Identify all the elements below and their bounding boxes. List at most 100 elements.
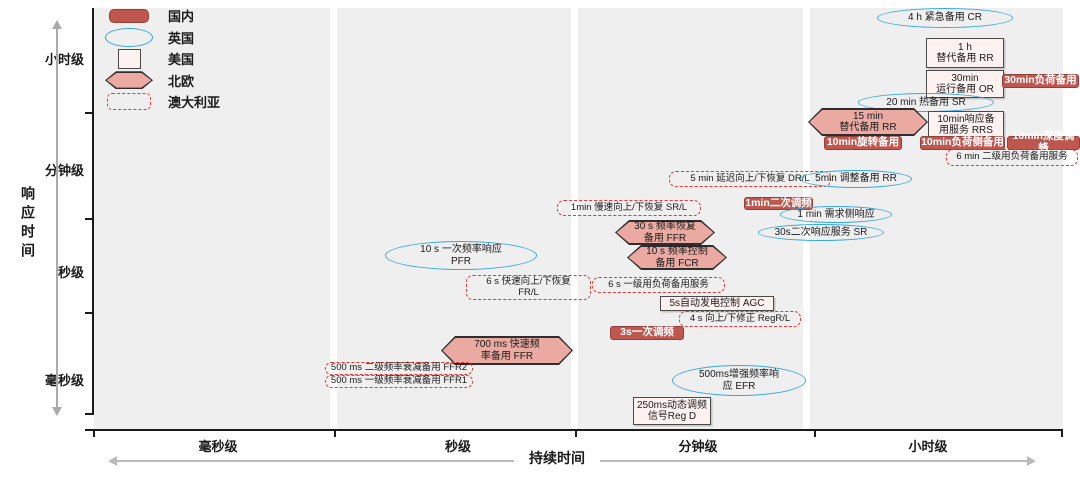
chart-item-label: 700 ms 快速频 率备用 FFR — [474, 339, 540, 362]
legend-label: 美国 — [168, 52, 195, 68]
chart-item-cn: 10min负荷侧备用 — [920, 136, 1005, 150]
chart-item-us: 5s自动发电控制 AGC — [660, 296, 774, 311]
legend-item-australia: 澳大利亚 — [100, 91, 220, 113]
chart-item-label: 1 min 需求侧响应 — [797, 208, 875, 220]
y-category-minutes: 分钟级 — [44, 163, 84, 178]
legend: 国内 英国 美国 北欧 澳大利亚 — [100, 5, 220, 113]
x-category-minutes: 分钟级 — [678, 439, 718, 454]
y-axis-tick — [85, 112, 92, 114]
x-axis-tick — [334, 431, 336, 437]
chart-item-label: 30min负荷备用 — [1004, 74, 1077, 87]
chart-item-au: 6 s 一级用负荷备用服务 — [592, 277, 725, 293]
x-axis-tick — [814, 431, 816, 437]
chart-item-label: 4 h 紧急备用 CR — [908, 12, 982, 24]
chart-item-cn: 10min旋转备用 — [824, 136, 902, 150]
chart-item-au: 1min 慢速向上/下恢复 SR/L — [557, 200, 701, 216]
y-category-hours: 小时级 — [44, 52, 84, 67]
chart-item-nordic: 15 min 替代备用 RR — [808, 108, 928, 136]
x-axis-line — [85, 429, 1063, 431]
y-category-milliseconds: 毫秒级 — [44, 373, 84, 388]
chart-item-label: 1min 慢速向上/下恢复 SR/L — [570, 201, 688, 213]
chart-item-label: 500ms增强频率响 应 EFR — [698, 369, 779, 392]
australia-marker-icon — [100, 93, 158, 111]
chart-item-label: 500 ms 二级频率衰减备用 FFR2 — [330, 362, 468, 374]
legend-item-nordic: 北欧 — [100, 70, 220, 92]
chart-item-uk: 1 min 需求侧响应 — [780, 206, 892, 223]
legend-label: 国内 — [168, 9, 195, 25]
chart-item-label: 500 ms 一级频率衰减备用 FFR1 — [330, 375, 468, 387]
chart-item-label: 10 s 频率控制 备用 FCR — [646, 246, 708, 269]
chart-item-uk: 500ms增强频率响 应 EFR — [672, 365, 806, 396]
legend-label: 英国 — [168, 30, 195, 46]
chart-item-label: 30s二次响应服务 SR — [774, 226, 868, 238]
chart-item-us: 10min响应备 用服务 RRS — [928, 111, 1004, 139]
legend-item-us: 美国 — [100, 48, 220, 70]
chart-item-label: 3s一次调频 — [620, 326, 674, 339]
chart-item-label: 10min深度调峰 — [1012, 130, 1075, 154]
chart-item-us: 250ms动态调频 信号Reg D — [633, 397, 711, 425]
chart-item-label: 20 min 热备用 SR — [886, 96, 966, 108]
x-category-seconds: 秒级 — [444, 439, 471, 454]
y-category-seconds: 秒级 — [57, 265, 84, 280]
x-axis-tick — [575, 431, 577, 437]
chart-item-label: 5 min 延迟向上/下恢复 DR/L — [690, 172, 810, 184]
chart-item-label: 30min 运行备用 OR — [936, 72, 994, 95]
chart-item-label: 6 s 一级用负荷备用服务 — [608, 278, 709, 290]
chart-item-uk: 30s二次响应服务 SR — [758, 224, 884, 241]
chart-item-cn: 10min深度调峰 — [1007, 130, 1080, 154]
chart-item-label: 10min响应备 用服务 RRS — [937, 113, 995, 136]
column-divider — [571, 8, 578, 429]
chart-item-label: 5min 调整备用 RR — [815, 173, 897, 185]
chart-item-au: 6 s 快速向上/下恢复 FR/L — [466, 275, 591, 300]
us-marker-icon — [100, 48, 158, 69]
chart-item-uk: 10 s 一次频率响应 PFR — [385, 241, 537, 270]
chart-item-label: 1 h 替代备用 RR — [936, 41, 994, 64]
y-axis-tick — [85, 413, 92, 415]
chart-item-cn: 30min负荷备用 — [1002, 74, 1079, 88]
nordic-marker-icon — [100, 71, 158, 89]
chart-item-label: 250ms动态调频 信号Reg D — [636, 399, 707, 422]
x-axis-tick — [1061, 431, 1063, 437]
chart-item-au: 500 ms 一级频率衰减备用 FFR1 — [325, 375, 473, 388]
chart-item-uk: 4 h 紧急备用 CR — [877, 8, 1013, 28]
chart-item-us: 1 h 替代备用 RR — [926, 38, 1004, 68]
domestic-marker-icon — [100, 8, 158, 23]
chart-item-nordic: 30 s 频率恢复 备用 FFR — [615, 220, 715, 245]
y-axis-arrow — [52, 20, 62, 416]
legend-label: 北欧 — [168, 73, 195, 89]
uk-marker-icon — [100, 27, 158, 47]
legend-label: 澳大利亚 — [168, 95, 221, 111]
chart-item-uk: 20 min 热备用 SR — [858, 93, 994, 112]
chart-item-label: 10min负荷侧备用 — [921, 136, 1004, 149]
plot-area — [94, 8, 1063, 429]
chart-item-label: 6 min 二级用负荷备用服务 — [956, 151, 1068, 163]
y-axis-tick — [85, 312, 92, 314]
chart-item-au: 6 min 二级用负荷备用服务 — [946, 149, 1078, 166]
chart-item-cn: 3s一次调频 — [610, 326, 684, 340]
chart-item-cn: 1min二次调频 — [744, 197, 813, 210]
y-axis-title: 响应时间 — [20, 186, 36, 262]
chart-item-label: 6 s 快速向上/下恢复 FR/L — [486, 275, 571, 298]
chart-item-label: 30 s 频率恢复 备用 FFR — [634, 221, 696, 244]
chart-item-label: 1min二次调频 — [745, 196, 812, 209]
chart-item-label: 4 s 向上/下修正 RegR/L — [689, 312, 791, 324]
chart-item-label: 10min旋转备用 — [826, 136, 900, 149]
legend-item-domestic: 国内 — [100, 5, 220, 27]
chart-item-nordic: 10 s 频率控制 备用 FCR — [627, 245, 727, 270]
y-axis-tick — [85, 218, 92, 220]
x-axis-title: 持续时间 — [514, 448, 600, 468]
x-axis-tick — [93, 431, 95, 437]
y-axis-line — [92, 8, 94, 415]
chart-item-nordic: 700 ms 快速频 率备用 FFR — [441, 336, 573, 365]
legend-item-uk: 英国 — [100, 27, 220, 49]
chart-item-label: 10 s 一次频率响应 PFR — [420, 244, 502, 267]
chart-item-uk: 5min 调整备用 RR — [800, 170, 912, 188]
chart-item-label: 15 min 替代备用 RR — [839, 110, 897, 133]
x-category-hours: 小时级 — [908, 439, 948, 454]
x-category-milliseconds: 毫秒级 — [198, 439, 238, 454]
column-divider — [330, 8, 337, 429]
chart-item-au: 4 s 向上/下修正 RegR/L — [679, 311, 801, 327]
chart-item-au: 500 ms 二级频率衰减备用 FFR2 — [325, 362, 473, 375]
chart-item-label: 5s自动发电控制 AGC — [669, 297, 765, 309]
